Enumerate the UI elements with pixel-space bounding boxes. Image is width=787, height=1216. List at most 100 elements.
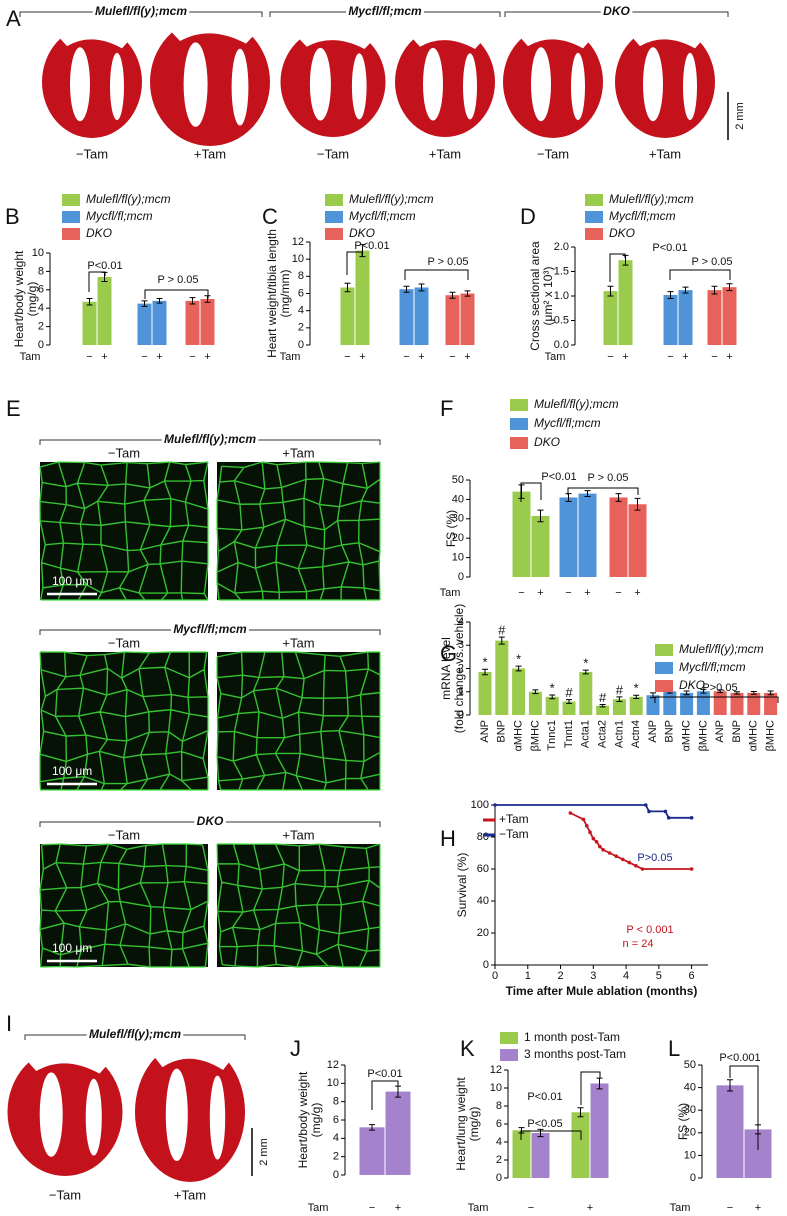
- bar: [82, 301, 97, 345]
- x-tick-label: Actn4: [630, 720, 642, 748]
- significance-bracket: [580, 1071, 601, 1105]
- error-bar: [700, 688, 707, 694]
- legend-swatch: [62, 211, 80, 223]
- condition-label: +Tam: [194, 146, 226, 161]
- scale-label: 100 μm: [52, 941, 92, 955]
- cell-membranes: [216, 461, 381, 601]
- x-tick-label: +: [204, 351, 210, 363]
- legend-label: DKO: [349, 226, 375, 240]
- error-bar: [549, 694, 556, 700]
- panel-letter: E: [6, 396, 21, 421]
- censor-mark: [594, 840, 599, 844]
- bar: [531, 1133, 550, 1178]
- bar: [512, 491, 531, 577]
- x-tick-label: −: [369, 1202, 375, 1214]
- cell-membranes: [216, 651, 381, 791]
- legend-swatch: [655, 644, 673, 656]
- significance-marker: #: [599, 690, 607, 705]
- x-axis-label: Tam: [440, 587, 461, 599]
- error-bar: [566, 699, 572, 704]
- legend-label: DKO: [679, 678, 705, 692]
- y-tick-label: 40: [477, 895, 489, 907]
- bar: [495, 640, 509, 715]
- legend-swatch: [510, 399, 528, 411]
- x-tick-label: +: [537, 587, 543, 599]
- bar: [747, 692, 761, 715]
- annotation: P<0.001: [719, 1052, 760, 1064]
- censor-mark: [621, 857, 625, 862]
- error-bar: [403, 285, 410, 293]
- error-bar: [482, 668, 488, 676]
- bar: [764, 692, 778, 715]
- left-ventricle: [643, 47, 663, 122]
- condition-label: +Tam: [429, 146, 461, 161]
- legend-swatch: [510, 418, 528, 430]
- y-tick-label: 8: [298, 270, 304, 282]
- left-ventricle: [183, 42, 208, 127]
- error-bar: [189, 297, 196, 305]
- heart-top: [151, 1039, 234, 1070]
- panel-letter: L: [668, 1036, 680, 1061]
- legend-label: Mulefl/fl(y);mcm: [349, 192, 434, 206]
- x-tick-label: −: [667, 351, 673, 363]
- panel-letter: F: [440, 396, 453, 421]
- significance-bracket: [404, 269, 469, 280]
- legend-label: Mycfl/fl;mcm: [679, 660, 746, 674]
- error-bar: [577, 1107, 584, 1118]
- scale-label: 100 μm: [52, 764, 92, 778]
- legend-swatch: [585, 228, 603, 240]
- micrograph: [40, 462, 208, 600]
- significance-bracket: [567, 487, 639, 495]
- error-bar: [726, 283, 733, 292]
- significance-marker: #: [498, 623, 506, 638]
- error-bar: [599, 704, 606, 708]
- x-tick-label: 0: [492, 970, 498, 982]
- group-label: Mycfl/fl;mcm: [348, 4, 422, 18]
- x-tick-label: −: [189, 351, 195, 363]
- legend-label: +Tam: [499, 812, 529, 826]
- group-label: Mulefl/fl(y);mcm: [95, 4, 187, 18]
- significance-bracket: [729, 1065, 759, 1150]
- heart-top: [630, 24, 705, 49]
- error-bar: [515, 665, 522, 672]
- heart-top: [410, 25, 485, 49]
- condition-label: −Tam: [108, 445, 140, 460]
- y-tick-label: 0: [483, 959, 489, 971]
- y-tick-label: 10: [452, 552, 464, 564]
- bar: [596, 705, 610, 715]
- bar: [663, 691, 677, 715]
- y-axis-label: Heart weight/tibia length: [265, 229, 279, 358]
- right-ventricle: [231, 48, 249, 126]
- legend-label: −Tam: [499, 827, 529, 841]
- y-axis-label: Heart/body weight: [296, 1071, 310, 1168]
- panel-letter: B: [5, 204, 20, 229]
- significance-marker: #: [565, 685, 573, 700]
- y-tick-label: 10: [32, 247, 44, 259]
- error-bar: [141, 300, 148, 307]
- x-tick-label: +: [587, 1202, 593, 1214]
- y-axis-label: Cross sectional area: [528, 241, 542, 351]
- y-tick-label: 12: [327, 1059, 339, 1071]
- y-tick-label: 30: [684, 1104, 696, 1116]
- left-ventricle: [309, 47, 331, 121]
- significance-bracket: [346, 251, 363, 275]
- x-tick-label: +: [101, 351, 107, 363]
- annotation: P<0.01: [652, 242, 687, 254]
- right-ventricle: [85, 1078, 102, 1156]
- group-label: Mulefl/fl(y);mcm: [164, 432, 256, 446]
- bar: [578, 493, 597, 577]
- annotation: P<0.01: [87, 260, 122, 272]
- legend-swatch: [500, 1049, 518, 1061]
- legend-swatch: [500, 1032, 518, 1044]
- error-bar: [750, 691, 757, 695]
- x-tick-label: 3: [590, 970, 596, 982]
- annotation: P<0.01: [367, 1068, 402, 1080]
- bar: [713, 691, 727, 715]
- left-ventricle: [423, 47, 443, 121]
- significance-marker: *: [550, 680, 555, 695]
- bar: [385, 1091, 411, 1175]
- y-tick-label: 0: [458, 709, 464, 721]
- x-tick-label: −: [141, 351, 147, 363]
- bar: [716, 1085, 744, 1178]
- bar: [722, 287, 737, 345]
